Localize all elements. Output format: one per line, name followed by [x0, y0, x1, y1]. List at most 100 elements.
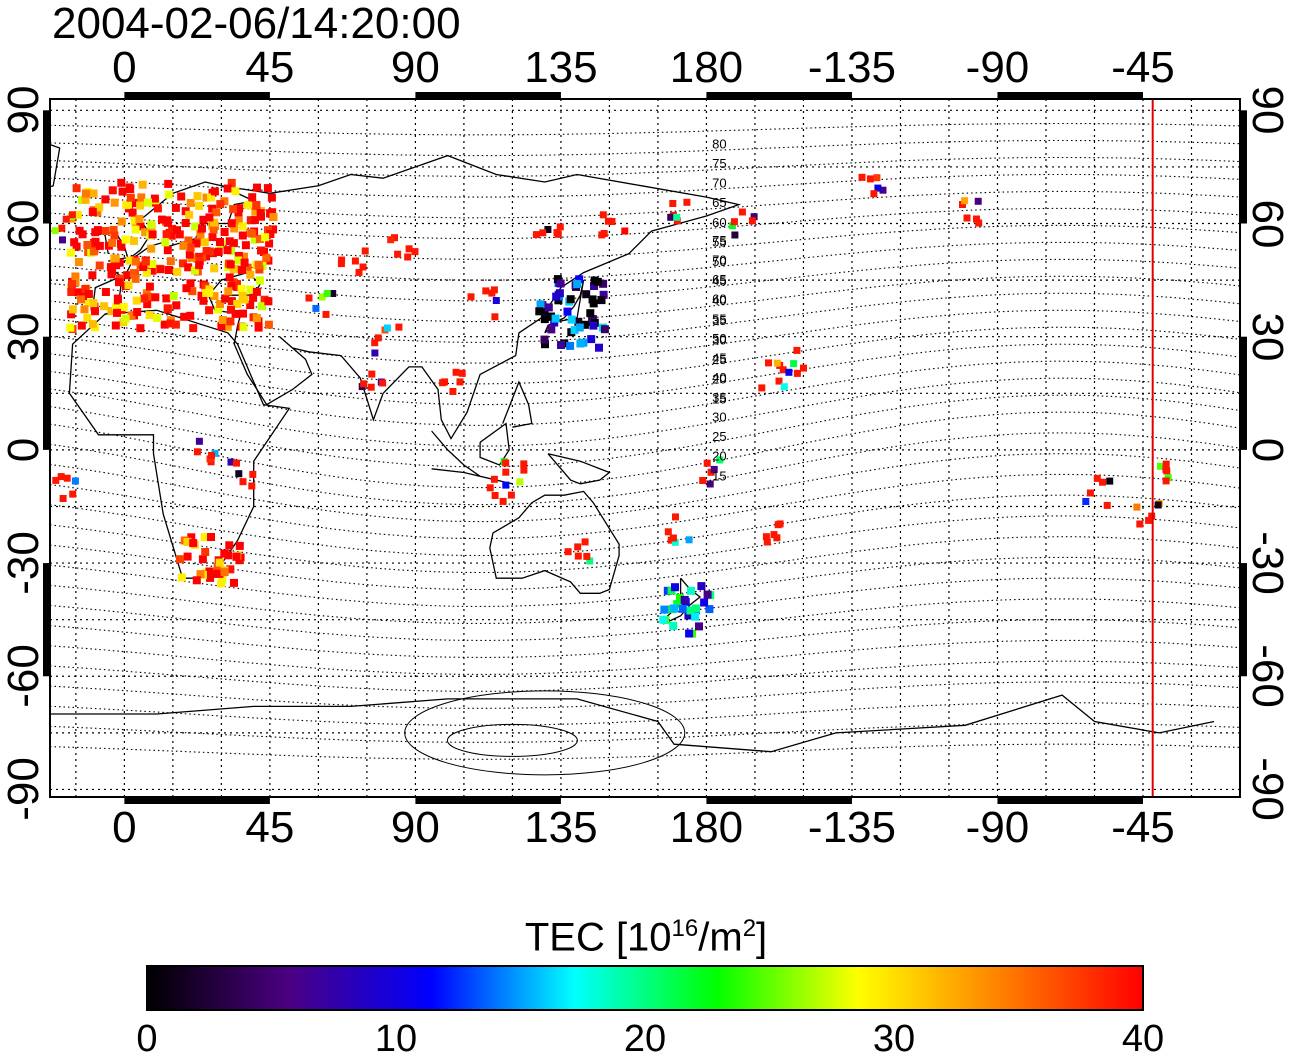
tec-cell	[78, 322, 86, 330]
tec-cell	[255, 261, 263, 269]
magnetic-contour	[50, 124, 1240, 135]
tec-cell	[101, 227, 109, 235]
tec-cell	[520, 467, 527, 474]
tec-cell	[262, 254, 270, 262]
tec-cell	[69, 491, 76, 498]
tec-cell	[201, 548, 209, 556]
tec-cell	[63, 216, 70, 223]
tec-cell	[85, 290, 93, 298]
tec-cell	[252, 201, 260, 209]
tec-cell	[219, 316, 227, 324]
tec-cell	[1, 612, 9, 620]
tec-cell	[0, 633, 5, 641]
tec-cell	[670, 605, 678, 613]
tec-cell	[185, 211, 193, 219]
tec-cell	[270, 213, 278, 221]
tec-cell	[240, 323, 248, 331]
tec-cell	[90, 190, 98, 198]
tec-cell	[704, 460, 711, 467]
magnetic-contour	[50, 327, 1240, 384]
tec-cell	[147, 245, 155, 253]
tec-cell	[0, 501, 2, 509]
tec-cell	[598, 296, 606, 304]
tec-cell	[790, 360, 797, 367]
tec-cell	[516, 478, 523, 485]
tec-cell	[781, 383, 788, 390]
tec-cell	[67, 249, 75, 257]
coastline	[0, 408, 11, 657]
tec-cell	[142, 258, 150, 266]
tec-cell	[161, 238, 169, 246]
tec-cell	[700, 599, 708, 607]
tec-cell	[69, 305, 77, 313]
frame-bar-bottom	[124, 798, 270, 804]
tec-cell	[686, 536, 693, 543]
tec-cell	[96, 262, 104, 270]
tec-cell	[568, 316, 576, 324]
tec-cell	[221, 295, 229, 303]
tec-cell	[215, 248, 223, 256]
tec-cell	[198, 225, 206, 233]
tec-cell	[574, 543, 581, 550]
tec-cell	[0, 512, 1, 520]
tec-cell	[379, 380, 386, 387]
tec-cell	[205, 306, 213, 314]
tec-cell	[242, 241, 250, 249]
frame-bar-left	[43, 337, 49, 450]
tec-cell	[449, 388, 456, 395]
tec-cell	[547, 325, 555, 333]
frame-bar-right	[1241, 337, 1247, 450]
tec-cell	[241, 296, 249, 304]
tec-cell	[101, 195, 109, 203]
tec-cell	[236, 542, 244, 550]
tec-cell	[0, 536, 5, 544]
tec-cell	[306, 295, 313, 302]
tec-cell	[240, 478, 247, 485]
contour-label: 15	[712, 468, 726, 483]
tec-cell	[146, 311, 154, 319]
tec-cell	[173, 226, 181, 234]
tec-cell	[0, 481, 4, 489]
tec-cell	[211, 187, 219, 195]
frame-bar-right	[1241, 563, 1247, 676]
tec-cell	[89, 208, 97, 216]
tec-cell	[975, 198, 982, 205]
tec-cell	[670, 535, 677, 542]
tec-cell	[541, 336, 549, 344]
tec-cell	[139, 181, 147, 189]
colorbar-tick: 10	[375, 1020, 417, 1058]
tec-cell	[194, 192, 202, 200]
contour-label: 65	[712, 195, 726, 210]
tec-cell	[356, 269, 363, 276]
tec-cell	[77, 295, 85, 303]
tec-cell	[179, 242, 187, 250]
tec-cell	[488, 290, 495, 297]
tec-cell	[224, 246, 232, 254]
tec-cell	[404, 254, 411, 261]
tec-cell	[140, 295, 148, 303]
coastlines	[0, 137, 1214, 752]
tec-cell	[67, 288, 75, 296]
tec-cell	[72, 478, 79, 485]
tec-cell	[229, 205, 237, 213]
tec-cell	[785, 369, 792, 376]
tec-cell	[256, 277, 264, 285]
tec-cell	[587, 335, 595, 343]
tec-cell	[189, 324, 197, 332]
tec-cell	[482, 287, 489, 294]
tec-cell	[1104, 502, 1111, 509]
tec-cell	[763, 533, 770, 540]
tec-cell	[249, 471, 256, 478]
tec-cell	[227, 261, 235, 269]
tec-cell	[221, 568, 229, 576]
tec-cell	[199, 216, 207, 224]
tec-cell	[665, 528, 672, 535]
tec-cell	[58, 225, 65, 232]
tec-cell	[573, 280, 581, 288]
tec-cell	[133, 308, 141, 316]
tec-cell	[126, 183, 134, 191]
tec-cell	[324, 290, 331, 297]
tec-cell	[749, 217, 756, 224]
contour-label: 75	[712, 156, 726, 171]
